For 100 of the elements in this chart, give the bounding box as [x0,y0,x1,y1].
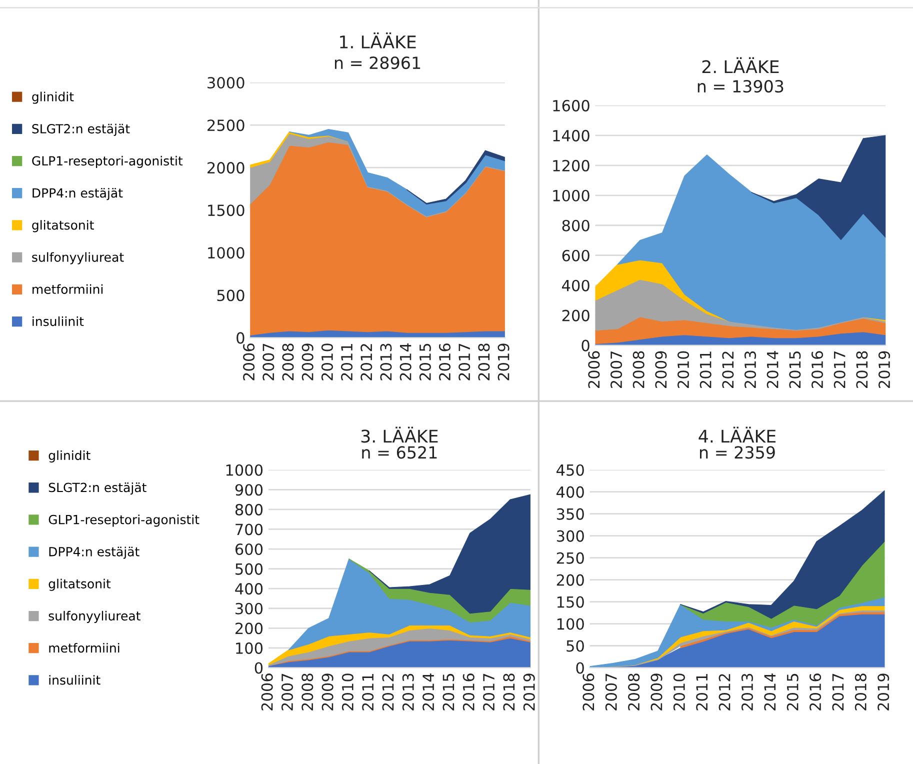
y-tick-label: 0 [582,340,590,352]
y-tick-label: 100 [557,618,584,630]
x-tick-label: 2019 [498,344,510,380]
legend-label: glitatsonit [32,220,94,232]
x-tick-label: 2016 [811,351,824,388]
y-tick-label: 150 [557,596,584,608]
y-tick-label: 500 [236,563,263,575]
legend-label: insuliinit [49,675,100,685]
x-tick-label: 2017 [834,351,846,388]
legend-label: sulfonyyliureat [32,252,124,264]
x-tick-label: 2019 [878,674,890,710]
x-tick-label: 2006 [243,344,255,380]
y-tick-label: 2000 [208,162,244,174]
x-tick-label: 2009 [650,674,662,710]
y-tick-label: 1000 [226,464,263,476]
x-tick-label: 2007 [610,351,622,388]
y-tick-label: 50 [566,640,584,652]
chart-subtitle: n = 2359 [700,446,775,459]
x-tick-label: 2008 [302,674,314,710]
x-tick-label: 2010 [342,674,354,710]
legend-label: GLP1-reseptori-agonistit [32,156,183,168]
y-tick-label: 200 [562,310,590,322]
x-tick-label: 2013 [380,344,392,380]
x-tick-label: 2017 [483,674,495,710]
legend-label: SLGT2:n estäjät [48,482,146,495]
y-tick-label: 600 [235,543,263,556]
x-tick-label: 2019 [523,674,535,710]
y-tick-label: 400 [556,486,584,498]
y-tick-label: 300 [556,530,584,542]
legend-label: insuliinit [32,316,84,326]
y-tick-label: 1400 [553,130,590,142]
x-tick-label: 2007 [281,674,294,710]
x-tick-label: 2012 [722,352,734,388]
x-tick-label: 2014 [764,673,776,710]
chart-subtitle: n = 13903 [698,80,784,93]
legend-label: glinidit [32,92,74,104]
y-tick-label: 300 [236,602,263,614]
y-tick-label: 200 [236,622,263,634]
y-tick-label: 500 [217,290,244,302]
legend-label: GLP1-reseptori-agonistit [48,514,200,527]
x-tick-label: 2014 [400,343,412,380]
x-tick-label: 2009 [655,351,667,388]
y-tick-label: 350 [556,508,584,520]
x-tick-label: 2013 [402,674,414,710]
x-tick-label: 2008 [632,351,644,388]
y-tick-label: 700 [236,524,263,536]
x-tick-label: 2013 [741,674,754,710]
legend-label: sulfonyyliureat [48,610,140,623]
x-tick-label: 2012 [718,674,730,710]
y-tick-label: 600 [562,250,590,262]
x-tick-label: 2012 [360,344,372,380]
legend-label: glitatsonit [48,578,111,591]
y-tick-label: 0 [576,662,584,674]
x-tick-label: 2015 [786,674,798,710]
x-tick-label: 2007 [605,674,617,710]
y-tick-label: 800 [562,220,590,232]
x-tick-label: 2018 [856,351,868,388]
x-tick-label: 2011 [696,674,708,710]
x-tick-label: 2016 [438,344,451,380]
chart-title: 2. LÄÄKE [702,57,779,74]
y-tick-label: 900 [235,484,263,496]
x-tick-label: 2011 [362,674,374,710]
x-tick-label: 2016 [462,674,474,710]
x-tick-label: 2006 [588,351,600,388]
y-tick-label: 400 [235,583,263,595]
y-tick-label: 3000 [208,76,244,89]
y-tick-label: 200 [556,574,584,586]
x-tick-label: 2008 [628,674,640,710]
y-tick-label: 0 [254,662,263,674]
y-tick-label: 1600 [553,100,590,112]
legend-label: glinidit [48,450,90,463]
legend-label: metformiini [32,284,103,294]
x-tick-label: 2006 [261,674,273,710]
y-tick-label: 2500 [208,120,244,132]
x-tick-label: 2017 [458,344,470,380]
x-tick-label: 2010 [673,674,685,710]
x-tick-label: 2015 [789,352,801,388]
legend-label: SLGT2:n estäjät [32,124,130,136]
y-tick-label: 0 [236,332,244,344]
y-tick-label: 1500 [208,204,244,216]
legend-label: DPP4:n estäjät [32,188,123,200]
x-tick-label: 2016 [810,674,822,710]
chart-subtitle: n = 28961 [334,56,420,70]
x-tick-label: 2012 [382,674,394,710]
chart-title: 4. LÄÄKE [698,426,776,443]
y-tick-label: 800 [235,504,263,516]
x-tick-label: 2009 [302,344,314,380]
x-tick-label: 2018 [854,674,866,710]
x-tick-label: 2018 [503,674,515,710]
legend-label: DPP4:n estäjät [49,546,140,559]
x-tick-label: 2011 [700,352,712,388]
x-tick-label: 2015 [442,674,454,710]
legend-label: metformiini [49,642,120,653]
chart-title: 3. LÄÄKE [361,426,438,443]
y-tick-label: 1200 [553,160,590,172]
y-tick-label: 1000 [208,247,244,259]
x-tick-label: 2015 [419,344,431,380]
y-tick-label: 400 [562,280,590,292]
y-tick-label: 100 [236,642,263,654]
x-tick-label: 2008 [282,344,294,380]
